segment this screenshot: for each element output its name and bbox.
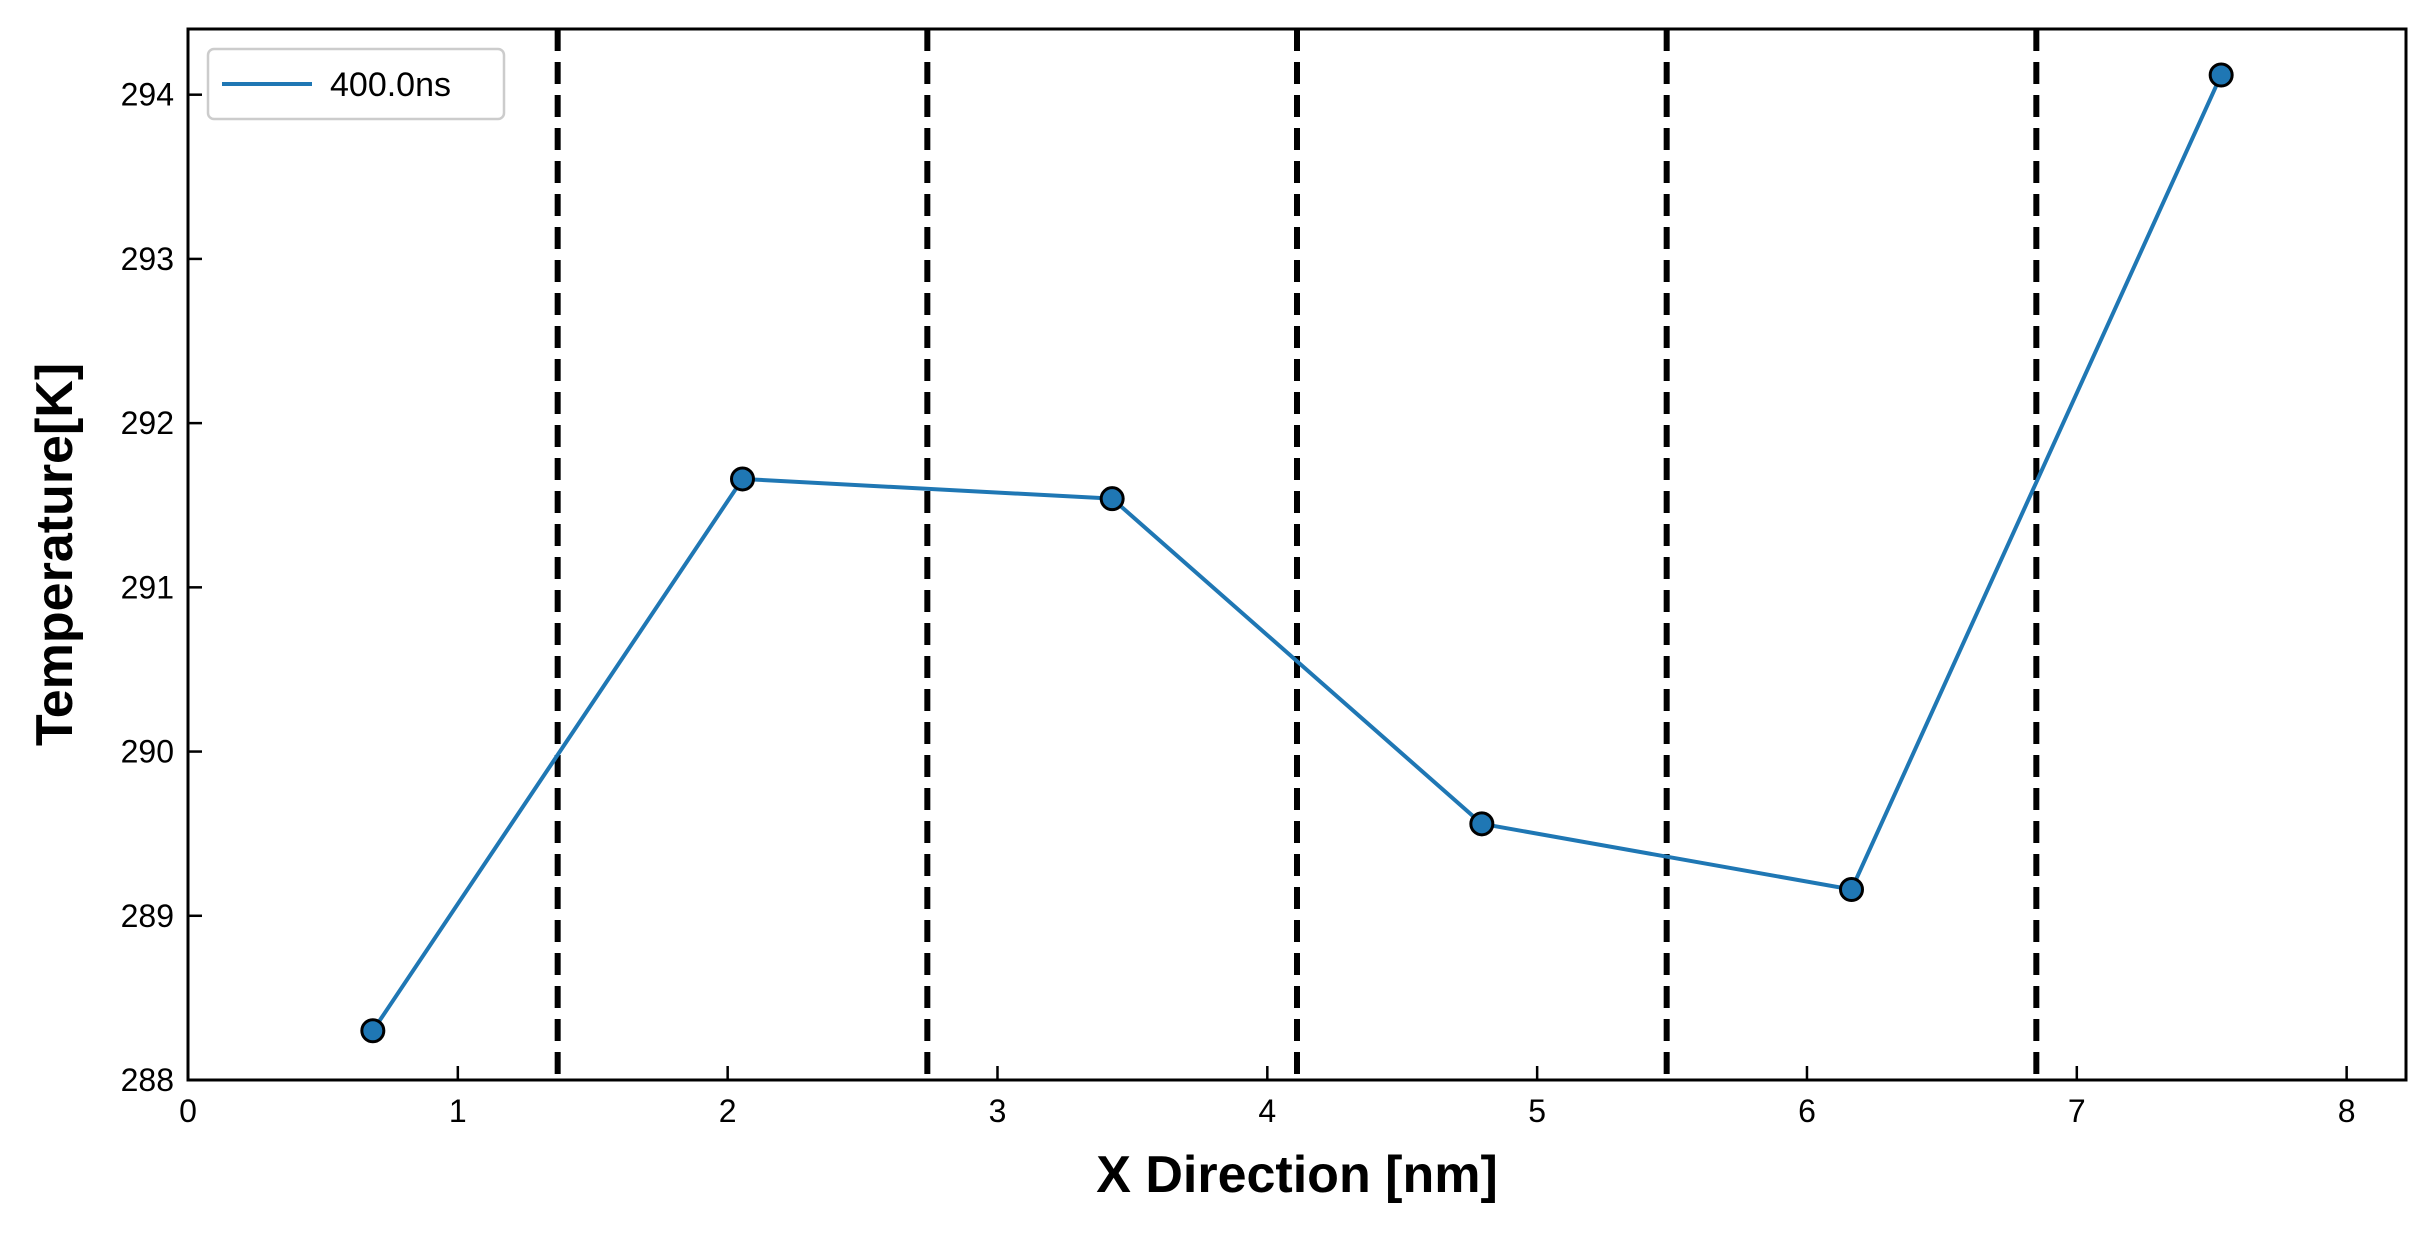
- x-tick-label: 5: [1528, 1093, 1546, 1129]
- x-tick-label: 2: [719, 1093, 737, 1129]
- y-tick-label: 291: [121, 569, 174, 605]
- legend-box: [206, 47, 506, 121]
- series-layer: [360, 62, 2234, 1044]
- legend[interactable]: 400.0ns: [206, 47, 506, 121]
- series-line: [371, 74, 2223, 1032]
- reference-lines: [554, 29, 2040, 1080]
- data-point: [1099, 486, 1125, 512]
- y-axis-label: Temperature[K]: [26, 363, 84, 746]
- data-point: [360, 1018, 386, 1044]
- y-tick-label: 290: [121, 734, 174, 770]
- data-point: [2208, 62, 2234, 88]
- x-tick-label: 1: [449, 1093, 467, 1129]
- y-tick-label: 288: [121, 1062, 174, 1098]
- data-point: [730, 466, 755, 492]
- x-axis-label: X Direction [nm]: [1096, 1146, 1498, 1204]
- x-tick-label: 6: [1798, 1093, 1816, 1129]
- data-point: [1469, 811, 1495, 837]
- legend-entry-label: 400.0ns: [330, 66, 451, 104]
- y-tick-label: 293: [121, 241, 174, 277]
- x-tick-label: 0: [179, 1093, 197, 1129]
- plot-frame: [186, 27, 2408, 1082]
- y-tick-label: 292: [121, 405, 174, 441]
- x-tick-label: 7: [2068, 1093, 2086, 1129]
- x-tick-label: 4: [1258, 1093, 1276, 1129]
- data-point: [1839, 877, 1864, 903]
- x-tick-label: 8: [2338, 1093, 2356, 1129]
- y-tick-label: 294: [121, 77, 174, 113]
- y-tick-label: 289: [121, 898, 174, 934]
- x-tick-label: 3: [989, 1093, 1007, 1129]
